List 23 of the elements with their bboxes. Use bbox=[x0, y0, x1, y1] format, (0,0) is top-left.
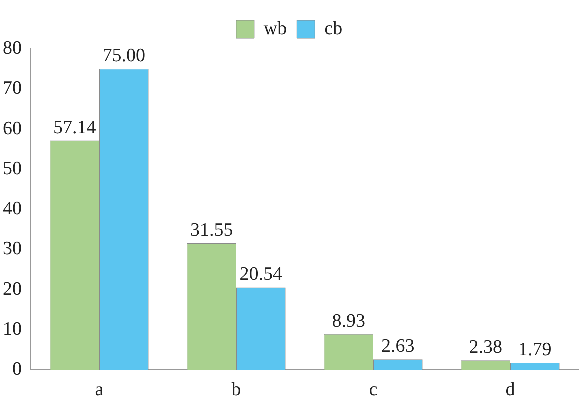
text: 2.38 bbox=[469, 337, 502, 358]
y-tick-label: 30 bbox=[3, 238, 22, 260]
x-tick-label: d bbox=[506, 380, 516, 401]
text: 31.55 bbox=[190, 220, 234, 242]
y-tick-label: 60 bbox=[3, 118, 22, 140]
legend-label: wb bbox=[264, 18, 288, 40]
x-tick-label: a bbox=[95, 380, 104, 401]
y-tick-label: 20 bbox=[3, 278, 22, 300]
y-tick-label: 40 bbox=[3, 198, 22, 220]
y-tick-label: 10 bbox=[3, 319, 22, 340]
y-tick-label: 80 bbox=[3, 38, 22, 59]
y-tick-label: 0 bbox=[12, 359, 22, 380]
text: 1.79 bbox=[518, 340, 552, 360]
legend-label: cb bbox=[324, 18, 343, 40]
text: 20.54 bbox=[240, 264, 283, 286]
text: 57.14 bbox=[53, 117, 96, 138]
x-tick-label: b bbox=[232, 380, 242, 401]
text: 8.93 bbox=[332, 310, 366, 332]
text: 75.00 bbox=[102, 46, 146, 67]
y-tick-label: 70 bbox=[3, 78, 22, 100]
x-tick-label: c bbox=[369, 380, 378, 401]
y-tick-label: 50 bbox=[3, 158, 22, 180]
text: 2.63 bbox=[382, 336, 415, 358]
